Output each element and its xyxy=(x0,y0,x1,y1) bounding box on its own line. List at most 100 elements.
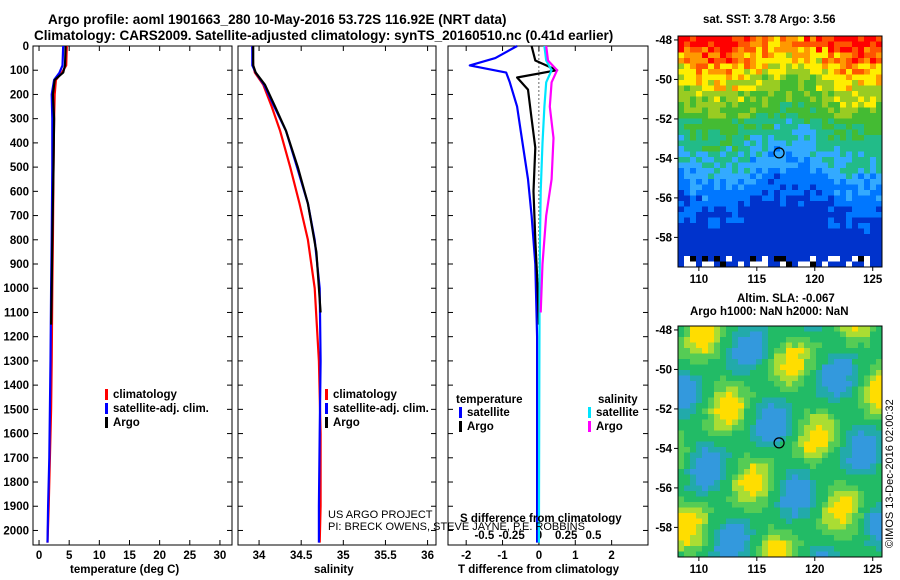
map-cell-sla-map xyxy=(810,370,817,376)
map-cell-sla-map xyxy=(708,419,715,426)
map-cell-sla-map xyxy=(804,419,811,426)
map-cell-sla-map xyxy=(690,463,697,470)
map-cell-sla-map xyxy=(876,381,883,387)
map-cell-sst-map xyxy=(756,223,763,229)
map-cell-sst-map xyxy=(822,52,829,59)
map-cell-sst-map xyxy=(684,85,691,92)
map-cell-sst-map xyxy=(816,162,823,169)
map-cell-sst-map xyxy=(708,124,715,130)
map-cell-sla-map xyxy=(864,529,871,536)
map-cell-sst-map xyxy=(852,91,859,97)
map-cell-sla-map xyxy=(708,458,715,464)
x-tick-label-temperature: 5 xyxy=(66,550,73,562)
map-cell-sst-map xyxy=(816,168,823,174)
map-cell-sla-map xyxy=(726,485,733,492)
map-cell-sst-map xyxy=(780,157,787,163)
map-cell-sla-map xyxy=(702,524,709,530)
map-cell-sst-map xyxy=(702,47,709,53)
map-cell-sla-map xyxy=(840,513,847,519)
map-cell-sst-map xyxy=(762,85,769,92)
map-cell-sla-map xyxy=(750,342,757,349)
map-cell-sst-map xyxy=(828,107,835,114)
map-cell-sst-map xyxy=(792,113,799,119)
map-cell-sst-map xyxy=(732,151,739,158)
map-cell-sla-map xyxy=(726,408,733,415)
map-cell-sla-map xyxy=(750,386,757,393)
map-cell-sla-map xyxy=(738,441,745,448)
map-cell-sst-map xyxy=(840,151,847,158)
map-cell-sla-map xyxy=(870,485,877,492)
map-cell-sst-map xyxy=(720,157,727,163)
map-cell-sla-map xyxy=(858,353,865,360)
map-cell-sla-map xyxy=(720,529,727,536)
map-cell-sla-map xyxy=(708,353,715,360)
map-cell-sst-map xyxy=(696,256,703,262)
map-cell-sst-map xyxy=(726,124,733,130)
map-cell-sla-map xyxy=(858,337,865,343)
map-cell-sla-map xyxy=(834,474,841,481)
map-cell-sst-map xyxy=(780,96,787,103)
map-cell-sla-map xyxy=(822,381,829,387)
map-cell-sla-map xyxy=(798,386,805,393)
map-cell-sla-map xyxy=(804,425,811,431)
map-cell-sla-map xyxy=(852,502,859,508)
map-cell-sla-map xyxy=(804,502,811,508)
map-cell-sla-map xyxy=(720,326,727,332)
map-cell-sla-map xyxy=(846,331,853,338)
map-cell-sst-map xyxy=(720,146,727,152)
map-cell-sst-map xyxy=(846,190,853,196)
map-cell-sla-map xyxy=(858,535,865,541)
map-cell-sla-map xyxy=(696,370,703,376)
map-cell-sla-map xyxy=(846,359,853,365)
map-cell-sla-map xyxy=(780,469,787,475)
map-cell-sst-map xyxy=(762,179,769,185)
map-cell-sst-map xyxy=(840,223,847,229)
map-cell-sst-map xyxy=(726,41,733,48)
map-cell-sst-map xyxy=(876,36,883,42)
map-cell-sla-map xyxy=(690,364,697,371)
map-cell-sst-map xyxy=(864,184,871,191)
map-cell-sst-map xyxy=(870,234,877,240)
map-cell-sla-map xyxy=(870,441,877,448)
map-cell-sla-map xyxy=(768,337,775,343)
map-cell-sla-map xyxy=(834,535,841,541)
map-cell-sla-map xyxy=(684,546,691,552)
map-cell-sst-map xyxy=(864,201,871,207)
map-cell-sla-map xyxy=(696,518,703,525)
map-cell-sst-map xyxy=(696,234,703,240)
map-cell-sst-map xyxy=(702,261,709,268)
map-cell-sst-map xyxy=(726,228,733,235)
map-cell-sla-map xyxy=(732,480,739,486)
map-cell-sla-map xyxy=(822,535,829,541)
map-cell-sst-map xyxy=(756,162,763,169)
map-cell-sst-map xyxy=(834,124,841,130)
map-cell-sla-map xyxy=(858,375,865,382)
map-cell-sst-map xyxy=(744,245,751,251)
map-cell-sst-map xyxy=(684,124,691,130)
map-cell-sla-map xyxy=(834,463,841,470)
map-cell-sst-map xyxy=(828,245,835,251)
map-cell-sla-map xyxy=(750,480,757,486)
map-cell-sst-map xyxy=(858,190,865,196)
map-cell-sla-map xyxy=(828,425,835,431)
map-cell-sla-map xyxy=(798,392,805,398)
map-cell-sst-map xyxy=(702,69,709,75)
map-cell-sla-map xyxy=(810,326,817,332)
map-cell-sst-map xyxy=(816,179,823,185)
map-cell-sla-map xyxy=(774,474,781,481)
map-cell-sla-map xyxy=(750,364,757,371)
map-cell-sla-map xyxy=(756,436,763,442)
map-cell-sst-map xyxy=(732,234,739,240)
map-cell-sla-map xyxy=(684,337,691,343)
map-cell-sla-map xyxy=(714,441,721,448)
map-cell-sst-map xyxy=(750,113,757,119)
map-cell-sst-map xyxy=(702,195,709,202)
map-cell-sla-map xyxy=(726,370,733,376)
map-cell-sst-map xyxy=(852,107,859,114)
map-cell-sst-map xyxy=(732,168,739,174)
map-cell-sst-map xyxy=(762,135,769,141)
map-cell-sla-map xyxy=(786,392,793,398)
map-cell-sla-map xyxy=(732,458,739,464)
map-cell-sst-map xyxy=(762,96,769,103)
map-cell-sla-map xyxy=(744,381,751,387)
